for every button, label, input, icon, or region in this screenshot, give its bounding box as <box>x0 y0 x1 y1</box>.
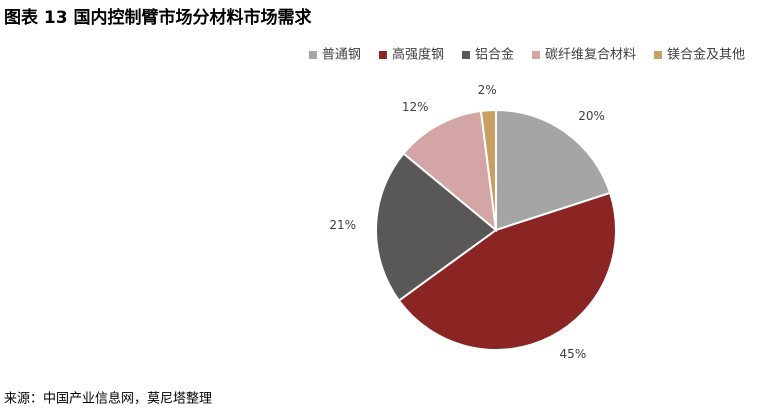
legend-swatch <box>531 51 540 59</box>
pie-slice <box>402 109 498 233</box>
legend-swatch <box>308 51 317 59</box>
legend-swatch <box>378 51 387 59</box>
legend-label: 高强度钢 <box>392 47 444 63</box>
pie-slice <box>495 108 612 232</box>
pie-slice <box>375 152 498 302</box>
data-label: 45% <box>560 347 587 361</box>
data-label: 12% <box>402 100 429 114</box>
pie-slice <box>397 191 617 351</box>
data-label: 2% <box>478 83 497 97</box>
pie-slice <box>479 108 497 231</box>
legend-swatch <box>461 51 470 59</box>
data-label: 21% <box>329 218 356 232</box>
source: 来源：中国产业信息网，莫尼塔整理 <box>4 391 212 407</box>
legend-swatch <box>653 51 662 59</box>
legend-label: 普通钢 <box>322 48 361 63</box>
legend-label: 铝合金 <box>475 47 514 63</box>
chart-title: 图表 13 国内控制臂市场分材料市场需求 <box>4 7 312 28</box>
data-label: 20% <box>578 109 605 123</box>
legend-label: 碳纤维复合材料 <box>545 48 636 63</box>
legend-label: 镁合金及其他 <box>667 47 745 63</box>
